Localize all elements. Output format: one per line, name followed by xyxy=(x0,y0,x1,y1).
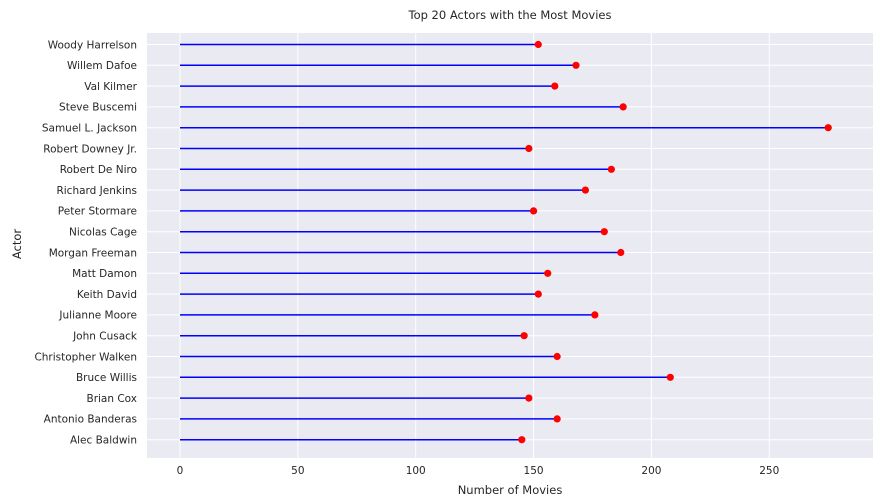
markers xyxy=(518,40,832,444)
plot-area xyxy=(147,33,873,458)
y-tick-label: Willem Dafoe xyxy=(67,60,137,72)
x-tick-label: 100 xyxy=(406,465,426,477)
x-tick-label: 150 xyxy=(524,465,544,477)
x-axis-label: Number of Movies xyxy=(458,483,563,497)
y-tick-label: Keith David xyxy=(77,289,137,301)
y-tick-label: Woody Harrelson xyxy=(48,39,137,51)
data-point xyxy=(572,61,580,69)
stems xyxy=(180,43,829,441)
y-tick-label: Nicolas Cage xyxy=(69,227,137,239)
x-grid xyxy=(179,33,770,458)
data-point xyxy=(551,82,559,90)
chart-title: Top 20 Actors with the Most Movies xyxy=(408,8,612,22)
y-tick-label: John Cusack xyxy=(72,331,138,343)
data-point xyxy=(607,165,615,173)
data-point xyxy=(534,290,542,298)
data-point xyxy=(544,269,552,277)
y-tick-label: Christopher Walken xyxy=(34,351,137,363)
data-point xyxy=(591,311,599,319)
y-tick-label: Robert De Niro xyxy=(60,164,137,176)
y-tick-label: Brian Cox xyxy=(86,393,137,405)
data-point xyxy=(520,332,528,340)
data-point xyxy=(525,394,533,402)
y-tick-label: Matt Damon xyxy=(72,268,137,280)
data-point xyxy=(529,207,538,215)
data-point xyxy=(553,352,561,361)
y-tick-label: Samuel L. Jackson xyxy=(42,123,137,135)
data-point xyxy=(553,415,561,423)
y-tick-label: Richard Jenkins xyxy=(56,185,137,197)
data-point xyxy=(581,186,590,194)
x-tick-label: 0 xyxy=(177,465,184,477)
data-point xyxy=(824,124,832,132)
data-point xyxy=(518,436,526,444)
data-point xyxy=(666,373,674,381)
y-tick-label: Alec Baldwin xyxy=(70,435,137,447)
x-tick-label: 250 xyxy=(759,465,779,477)
data-point xyxy=(525,144,533,153)
y-tick-labels: Woody Harrelson Willem Dafoe Val Kilmer Ste… xyxy=(34,39,137,446)
y-axis-label: Actor xyxy=(10,229,24,260)
y-tick-label: Morgan Freeman xyxy=(49,247,137,259)
data-point xyxy=(534,40,542,49)
data-point xyxy=(619,103,627,111)
x-tick-label: 200 xyxy=(641,465,661,477)
y-tick-label: Steve Buscemi xyxy=(59,102,137,114)
y-tick-label: Peter Stormare xyxy=(58,206,137,218)
data-point xyxy=(600,228,608,236)
data-point xyxy=(617,248,625,257)
y-tick-label: Val Kilmer xyxy=(84,81,137,93)
y-tick-label: Julianne Moore xyxy=(58,310,137,322)
y-tick-label: Robert Downey Jr. xyxy=(43,143,137,155)
x-tick-labels: 0 50 100 150 200 250 xyxy=(177,465,780,477)
y-tick-label: Bruce Willis xyxy=(76,372,137,384)
y-tick-label: Antonio Banderas xyxy=(44,414,137,426)
x-tick-label: 50 xyxy=(291,465,304,477)
